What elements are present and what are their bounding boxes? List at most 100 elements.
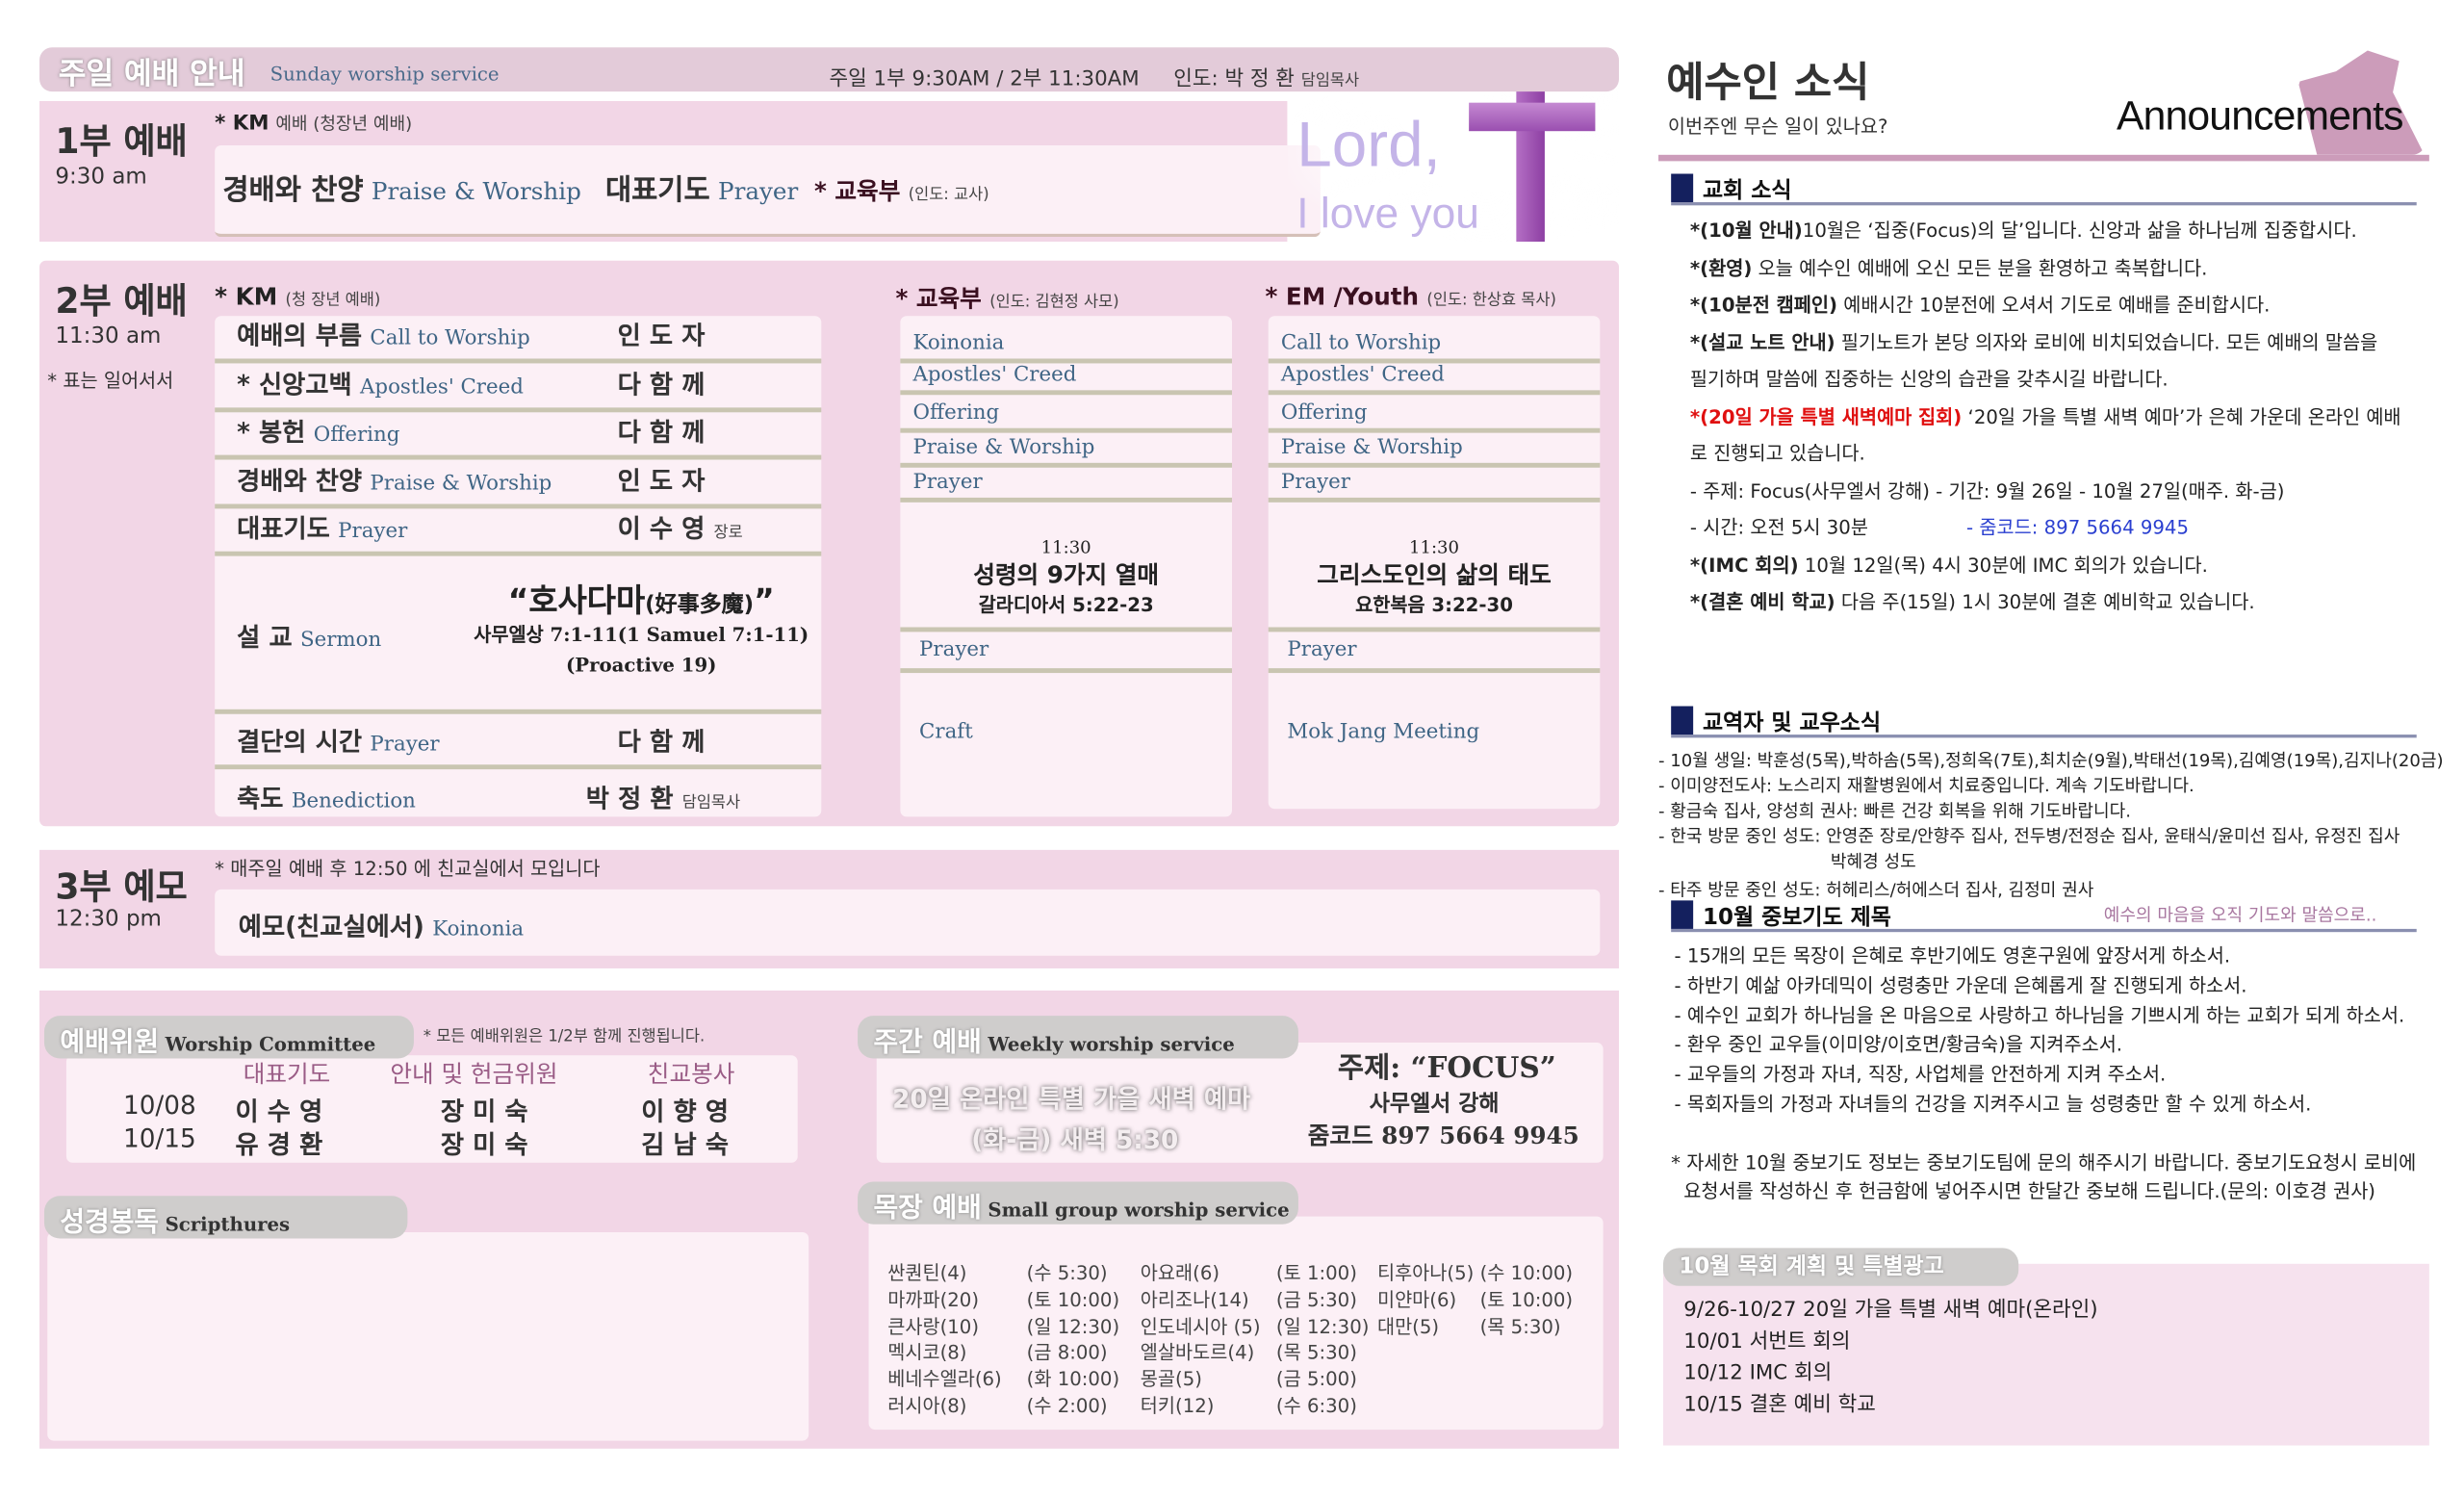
scriptures-title-ko: 성경봉독 (60, 1206, 160, 1239)
edu-note: (인도: 김현정 사모) (989, 294, 1119, 312)
weekly-theme: 주제: “FOCUS” (1337, 1051, 1556, 1086)
service-2-title: 2부 예배 (55, 282, 188, 322)
service-3-program: 예모(친교실에서) Koinonia (239, 905, 524, 942)
news-label: *(10분전 캠페인) (1689, 294, 1838, 317)
em-heading: * EM /Youth (인도: 한상효 목사) (1265, 281, 1555, 312)
smallgroup-name: 아요래(6) (1140, 1262, 1220, 1285)
edu-label: * 교육부 (813, 176, 901, 206)
member-news-item: - 타주 방문 중인 성도: 허헤리스/허에스더 집사, 김정미 권사 (1658, 880, 2094, 901)
committee-prayer: 유 경 환 (235, 1129, 323, 1160)
km-program-row: * 봉헌 Offering 다 함 께 (215, 411, 822, 460)
zoom-code-link[interactable]: - 줌코드: 897 5664 9945 (1966, 516, 2189, 539)
edu-title: * 교육부 (895, 284, 982, 313)
heading-marker (1671, 900, 1694, 929)
banner-line2: I love you (1296, 189, 1479, 238)
smallgroup-name: 베네수엘라(6) (887, 1368, 1002, 1391)
prayer-item: - 15개의 모든 목장이 은혜로 후반기에도 영혼구원에 앞장서게 하소서. (1674, 944, 2231, 967)
smallgroup-box: 싼퀀틴(4) (수 5:30) 아요래(6) (토 1:00) 티후아나(5) (수 10… (868, 1216, 1604, 1431)
prayer-item: - 교우들의 가정과 자녀, 직장, 사업체를 안전하게 지켜 주소서. (1674, 1063, 2167, 1086)
committee-label: 예배위원 Worship Committee (43, 1016, 414, 1059)
news-label: *(20일 가을 특별 새벽예마 집회) (1689, 404, 1963, 427)
committee-date: 10/08 (122, 1090, 196, 1121)
item-ko: 결단의 시간 (237, 726, 363, 758)
smallgroup-name: 마까파(20) (887, 1288, 980, 1311)
program-item: 대표기도 Prayer (237, 507, 407, 545)
church-news-item: *(10분전 캠페인) 예배시간 10분전에 오셔서 기도로 예배를 준비합시다… (1690, 291, 2270, 318)
item-ko: 예배의 부름 (237, 321, 363, 351)
program-item: Prayer (1280, 471, 1351, 495)
sermon-close-quote: ” (754, 580, 775, 620)
leader-name: 다 함 께 (617, 369, 706, 400)
item-en: Benediction (291, 789, 416, 814)
sermon-hanja: (好事多魔) (645, 592, 755, 618)
news-label: *(IMC 회의) (1689, 554, 1799, 577)
news-text: - 시간: 오전 5시 30분 (1689, 516, 1868, 539)
program-item: 경배와 찬양 Praise & Worship (237, 459, 552, 497)
sermon-title: 그리스도인의 삶의 태도 (1317, 560, 1552, 590)
prayer-item: - 하반기 예삶 아카데믹이 성령충만 가운데 은혜롭게 잘 진행되게 하소서. (1674, 974, 2247, 997)
smallgroup-time: (금 5:30) (1275, 1288, 1357, 1311)
news-text: 10월은 ‘집중(Focus)의 달’입니다. 신앙과 삶을 하나님께 집중합시… (1802, 219, 2357, 243)
cross-bar (1469, 102, 1596, 132)
prayer-ko: 대표기도 (604, 173, 710, 207)
item-en: Call to Worship (370, 326, 530, 351)
smallgroup-time: (토 10:00) (1026, 1288, 1120, 1311)
church-news-title: 교회 소식 (1702, 178, 1792, 204)
standing-note: * 표는 일어서서 (47, 369, 174, 392)
member-news-item: - 10월 생일: 박훈성(5목),박하솜(5목),정희옥(7토),최치순(9월… (1658, 750, 2444, 771)
service-1-note: * KM 예배 (청장년 예배) (215, 111, 412, 137)
item-en: Apostles' Creed (360, 374, 524, 400)
church-news-item: - 주제: Focus(사무엘서 강해) - 기간: 9월 26일 - 10월 … (1690, 477, 2285, 503)
heading-marker (1671, 173, 1694, 203)
program-item: Praise & Worship (912, 435, 1095, 460)
sermon-details: “호사다마(好事多魔)” 사무엘상 7:1-11(1 Samuel 7:1-11)… (468, 575, 815, 676)
smallgroup-name: 몽골(5) (1140, 1368, 1202, 1391)
service-1-time: 9:30 am (55, 164, 147, 190)
member-news-item: - 황금숙 집사, 양성희 권사: 빠른 건강 회복을 위해 기도바랍니다. (1658, 800, 2131, 822)
committee-usher: 장 미 숙 (440, 1129, 528, 1160)
sermon-time: 11:30 (1040, 536, 1091, 558)
committee-fellowship: 김 남 숙 (641, 1129, 730, 1160)
smallgroup-time: (토 10:00) (1479, 1288, 1574, 1311)
km-heading: * KM (청 장년 예배) (215, 281, 380, 312)
plan-item: 10/15 결혼 예비 학교 (1683, 1393, 1876, 1417)
sermon-title: “호사다마(好事多魔)” (468, 575, 815, 621)
plan-item: 9/26-10/27 20일 가을 특별 새벽 예마(온라인) (1683, 1298, 2098, 1323)
program-item: * 봉헌 Offering (237, 411, 399, 449)
plan-label: 10월 목회 계획 및 특별광고 (1662, 1248, 2019, 1286)
program-item: Apostles' Creed (912, 363, 1077, 388)
item-leader: 다 함 께 (618, 720, 706, 758)
program-row: Prayer (900, 468, 1232, 503)
smallgroup-name: 싼퀀틴(4) (887, 1262, 967, 1285)
smallgroup-time: (토 1:00) (1275, 1262, 1357, 1285)
scriptures-title-en: Scripthures (165, 1213, 291, 1236)
sermon-row: 설 교 Sermon “호사다마(好事多魔)” 사무엘상 7:1-11(1 Samu… (215, 556, 822, 714)
member-news-item: 박혜경 성도 (1830, 851, 1916, 872)
item-leader: 이 수 영 장로 (618, 507, 743, 545)
service-3-note: * 매주일 예배 후 12:50 에 친교실에서 모입니다 (215, 858, 601, 881)
program-item: Koinonia (912, 331, 1005, 356)
committee-prayer: 이 수 영 (235, 1096, 323, 1127)
leader-role: 장로 (713, 524, 743, 542)
sermon-verse: 사무엘상 7:1-11(1 Samuel 7:1-11) (474, 624, 809, 647)
news-text: 필기하며 말씀에 집중하는 신앙의 습관을 갖추시길 바랍니다. (1689, 368, 2169, 391)
program-row: Prayer (900, 632, 1232, 674)
item-ko: 축도 (237, 783, 284, 814)
item-en: Prayer (370, 733, 440, 758)
item-ko: 경배와 찬양 (237, 465, 363, 496)
committee-title-en: Worship Committee (165, 1033, 376, 1056)
prayer-en: Prayer (718, 176, 799, 206)
plan-title: 10월 목회 계획 및 특별광고 (1679, 1253, 1944, 1280)
smallgroup-name: 아리조나(14) (1140, 1288, 1249, 1311)
program-item: Apostles' Creed (1280, 363, 1445, 388)
sermon-title: 성령의 9가지 열매 (973, 560, 1160, 590)
prayer-motto: 예수의 마음을 오직 기도와 말씀으로.. (2103, 905, 2377, 926)
service-1-section: 1부 예배 9:30 am * KM 예배 (청장년 예배) 경배와 찬양 Pr… (39, 101, 1321, 243)
service-1-box: 경배와 찬양 Praise & Worship 대표기도 Prayer * 교육… (215, 144, 1321, 238)
em-program-box: Call to Worship Apostles' Creed Offering Pr… (1268, 316, 1601, 810)
prayer-heading: 10월 중보기도 제목 예수의 마음을 오직 기도와 말씀으로.. (1671, 900, 2417, 933)
sermon-time: 11:30 (1409, 536, 1460, 558)
member-news-item: - 이미양전도사: 노스리지 재활병원에서 치료중입니다. 계속 기도바랍니다. (1658, 775, 2194, 797)
